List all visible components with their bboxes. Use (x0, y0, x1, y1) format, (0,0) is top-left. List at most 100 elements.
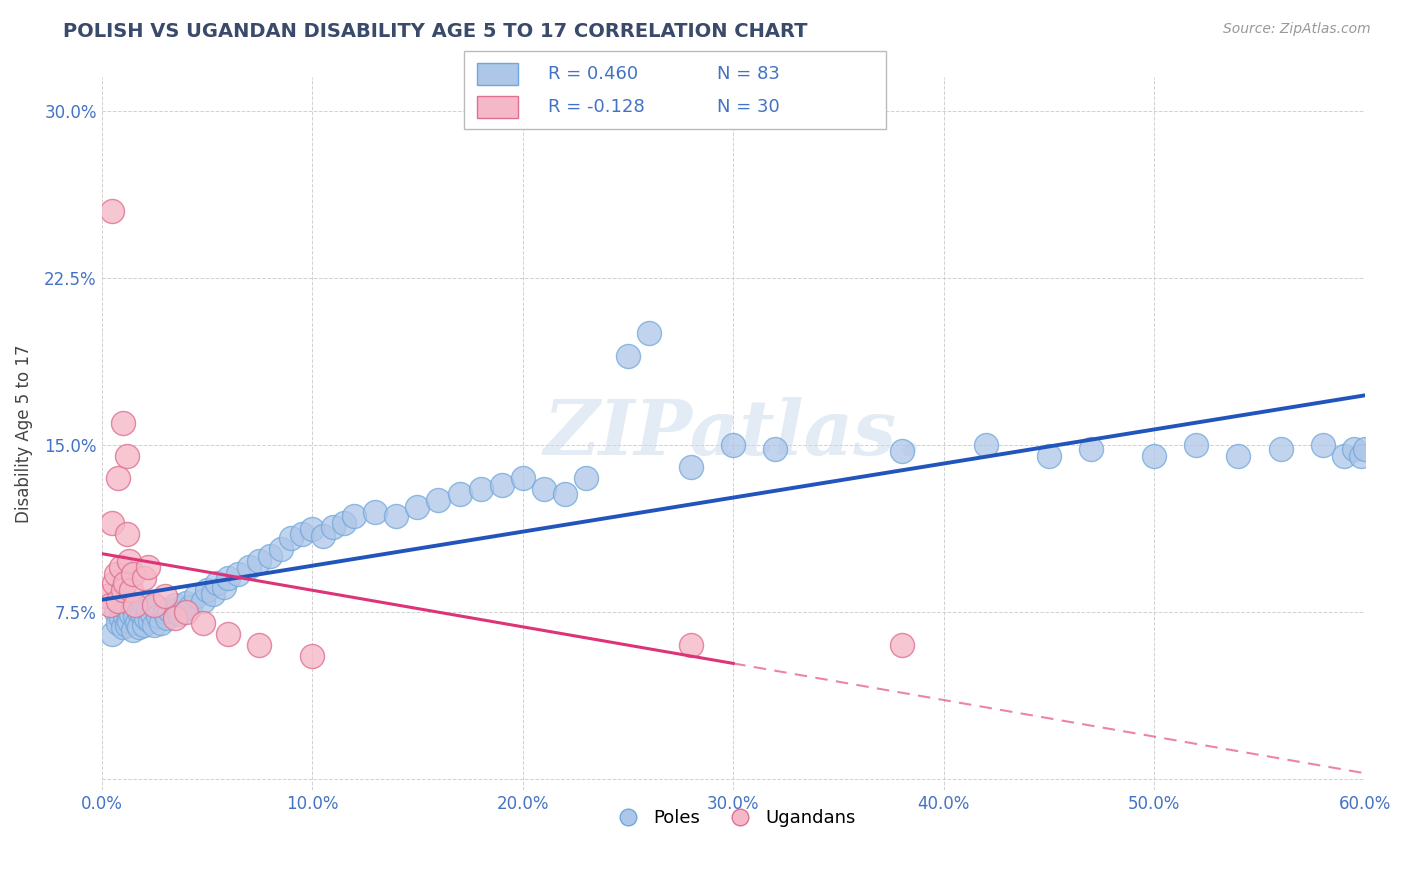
Point (1270, 442, 1292, 457)
Point (120, 582, 142, 597)
Point (143, 598, 166, 612)
Point (135, 611, 157, 625)
Point (122, 566, 145, 581)
Point (174, 596, 197, 610)
Point (890, 638, 912, 652)
Point (132, 598, 155, 612)
Text: R = -0.128: R = -0.128 (548, 98, 645, 116)
Point (174, 605, 197, 619)
Point (110, 611, 132, 625)
Point (249, 638, 271, 652)
Point (763, 442, 786, 457)
Point (105, 566, 128, 581)
Point (110, 560, 132, 574)
Point (533, 483, 555, 497)
Y-axis label: Disability Age 5 to 17: Disability Age 5 to 17 (15, 344, 32, 523)
Point (139, 614, 162, 628)
Point (148, 609, 170, 624)
Bar (477, 96, 519, 119)
Point (94, 589, 117, 603)
Point (124, 609, 146, 624)
Point (165, 611, 187, 625)
Point (124, 598, 146, 612)
Point (128, 605, 150, 619)
Point (132, 571, 155, 585)
Point (427, 493, 450, 508)
Point (311, 529, 333, 543)
Point (449, 487, 471, 501)
Text: ZIPatlas.: ZIPatlas. (543, 397, 924, 471)
Point (249, 553, 271, 567)
Point (111, 598, 134, 612)
Point (107, 615, 129, 630)
Point (195, 582, 218, 597)
Point (115, 618, 138, 632)
Text: R = 0.460: R = 0.460 (548, 65, 638, 83)
Point (1333, 449, 1355, 463)
Point (132, 618, 155, 632)
Text: Source: ZipAtlas.com: Source: ZipAtlas.com (1223, 22, 1371, 37)
Point (103, 575, 125, 590)
Point (149, 615, 172, 630)
Point (638, 326, 661, 341)
Point (186, 589, 208, 603)
Point (301, 523, 323, 537)
Point (120, 607, 142, 621)
Point (111, 416, 134, 430)
Point (157, 602, 180, 616)
Point (617, 349, 640, 363)
Point (136, 602, 159, 616)
Point (575, 471, 598, 485)
Point (217, 627, 239, 641)
Point (1185, 438, 1208, 452)
Point (1143, 449, 1166, 463)
Point (118, 614, 141, 628)
Point (1038, 449, 1060, 463)
Point (131, 607, 153, 621)
Point (1350, 449, 1372, 463)
Point (101, 627, 124, 641)
Point (153, 589, 176, 603)
Point (169, 607, 191, 621)
Point (141, 607, 163, 621)
Point (470, 483, 492, 497)
Point (101, 204, 124, 219)
Point (115, 527, 138, 541)
Point (332, 516, 354, 530)
Point (202, 587, 225, 601)
Point (554, 487, 576, 501)
Point (212, 580, 235, 594)
Point (343, 509, 366, 524)
Text: N = 83: N = 83 (717, 65, 780, 83)
Point (322, 520, 344, 534)
Point (364, 505, 387, 519)
Point (301, 649, 323, 664)
Point (406, 500, 429, 515)
Point (259, 549, 281, 563)
Text: POLISH VS UGANDAN DISABILITY AGE 5 TO 17 CORRELATION CHART: POLISH VS UGANDAN DISABILITY AGE 5 TO 17… (63, 22, 808, 41)
Point (890, 444, 912, 458)
Point (143, 618, 166, 632)
Point (179, 600, 201, 615)
Point (101, 516, 124, 530)
Point (1343, 442, 1365, 457)
Point (145, 600, 167, 615)
Point (291, 527, 314, 541)
Point (114, 575, 136, 590)
Point (217, 571, 239, 585)
Point (122, 600, 145, 615)
Point (115, 449, 138, 463)
Point (280, 532, 302, 546)
Point (681, 638, 703, 652)
Text: N = 30: N = 30 (717, 98, 780, 116)
Point (721, 438, 744, 452)
Point (114, 609, 136, 624)
Point (115, 602, 138, 616)
Point (165, 598, 187, 612)
Point (136, 560, 159, 574)
Point (127, 615, 149, 630)
Point (270, 542, 292, 557)
Point (1354, 442, 1376, 457)
Point (491, 478, 513, 492)
Point (238, 560, 260, 574)
